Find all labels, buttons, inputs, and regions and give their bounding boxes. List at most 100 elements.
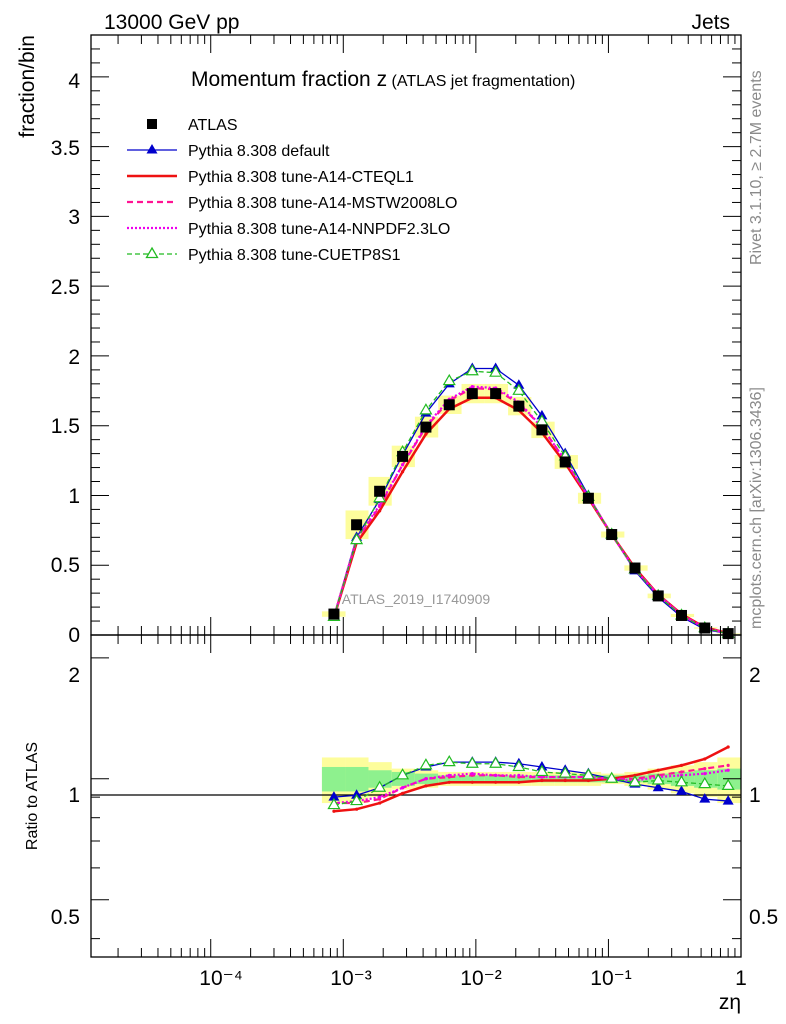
- ratio-marker: [350, 793, 364, 806]
- ratio-point: [447, 780, 451, 784]
- ratio-point: [424, 777, 428, 781]
- ratio-point: [400, 786, 405, 790]
- ratio-point: [726, 768, 730, 772]
- ratio-point: [703, 767, 707, 771]
- series-point: [378, 509, 382, 513]
- legend: ATLAS Pythia 8.308 default Pythia 8.308 …: [127, 117, 457, 264]
- ratio-band-inner: [531, 775, 555, 783]
- ratio-marker: [419, 758, 433, 770]
- legend-marker-cuetp8s1: [145, 246, 159, 259]
- chart-title: Momentum fraction z (ATLAS jet fragmenta…: [191, 68, 575, 91]
- data-point: [374, 485, 386, 497]
- data-point: [443, 399, 455, 411]
- legend-label: ATLAS: [188, 117, 238, 134]
- ratio-marker: [652, 781, 664, 792]
- y-tick-label-bottom-left: 0.5: [51, 906, 80, 929]
- ratio-marker: [373, 780, 387, 792]
- ratio-band-inner: [368, 770, 392, 788]
- ratio-line: [333, 745, 729, 813]
- legend-label: Pythia 8.308 tune-CUETP8S1: [188, 247, 401, 264]
- axis-ticks: [91, 35, 742, 957]
- x-tick-label: 1: [735, 967, 747, 990]
- ratio-marker: [698, 776, 712, 789]
- ratio-point: [424, 784, 428, 788]
- ratio-marker: [558, 766, 572, 778]
- legend-label: Pythia 8.308 default: [188, 143, 330, 160]
- x-tick-label: 10⁻³: [330, 967, 371, 990]
- series-marker: [350, 532, 364, 545]
- series-marker: [512, 383, 526, 395]
- data-point: [629, 562, 641, 574]
- ratio-line: [333, 769, 729, 805]
- ratio-point: [517, 773, 521, 777]
- ratio-marker: [722, 795, 734, 805]
- chart-title-main: Momentum fraction z: [191, 68, 387, 91]
- data-point: [490, 388, 502, 400]
- series-marker: [373, 491, 387, 503]
- ratio-marker: [721, 778, 735, 790]
- series-point: [400, 463, 405, 467]
- ratio-marker: [327, 797, 341, 810]
- ratio-band-inner: [438, 775, 462, 783]
- header-right: Jets: [691, 11, 730, 34]
- side-label-rivet: Rivet 3.1.10, ≥ 2.7M events: [748, 70, 765, 265]
- y-axis-label-top: fraction/bin: [16, 35, 39, 138]
- ratio-point: [332, 809, 336, 813]
- ratio-point: [494, 780, 498, 784]
- y-tick-label-top: 3.5: [51, 137, 80, 160]
- ratio-band-inner: [345, 766, 369, 792]
- series-marker: [419, 403, 433, 415]
- y-tick-label-top: 0.5: [51, 554, 80, 577]
- ratio-marker: [628, 775, 642, 787]
- legend-label: Pythia 8.308 tune-A14-MSTW2008LO: [188, 195, 457, 212]
- ratio-marker: [651, 773, 665, 785]
- side-label-mcplots: mcplots.cern.ch [arXiv:1306.3436]: [748, 387, 765, 629]
- ratio-marker: [605, 771, 619, 783]
- ratio-band-inner: [554, 775, 578, 783]
- ratio-point: [679, 770, 684, 774]
- chart-title-sub: (ATLAS jet fragmentation): [392, 73, 576, 90]
- ratio-point: [540, 775, 544, 779]
- ratio-band-inner: [484, 775, 509, 783]
- ratio-marker: [489, 756, 503, 768]
- legend-label: Pythia 8.308 tune-A14-NNPDF2.3LO: [188, 221, 450, 238]
- y-tick-labels-top: 0 0.5 1 1.5 2 2.5 3 3.5 4: [51, 70, 81, 647]
- ratio-point: [354, 807, 359, 811]
- legend-marker-default: [146, 144, 158, 154]
- x-axis-label: zη: [719, 991, 741, 1014]
- ratio-marker: [465, 756, 479, 768]
- ratio-marker: [328, 791, 340, 801]
- ratio-marker: [674, 775, 689, 787]
- ratio-point: [378, 795, 382, 799]
- data-point: [606, 529, 618, 541]
- ratio-point: [494, 773, 498, 777]
- data-point: [559, 456, 571, 468]
- ratio-point: [703, 772, 707, 776]
- y-tick-label-bottom-right: 1: [749, 784, 761, 807]
- legend-label: Pythia 8.308 tune-A14-CTEQL1: [188, 169, 414, 186]
- x-tick-label: 10⁻¹: [590, 967, 631, 990]
- ratio-point: [470, 772, 474, 776]
- series-point: [378, 503, 382, 507]
- ratio-marker: [581, 768, 595, 780]
- ratio-point: [540, 778, 544, 783]
- top-panel-series: [327, 362, 735, 640]
- y-tick-label-top: 2.5: [51, 276, 80, 299]
- ratio-point: [378, 801, 382, 805]
- series-marker: [442, 373, 456, 386]
- y-tick-labels-bottom: 0.5 1 2 0.5 1 2: [51, 664, 778, 929]
- ratio-point: [679, 763, 684, 767]
- y-tick-label-top: 1: [68, 485, 80, 508]
- data-point: [652, 590, 664, 602]
- ratio-band-inner: [461, 775, 485, 783]
- ratio-point: [586, 778, 590, 783]
- header-left: 13000 GeV pp: [104, 11, 239, 34]
- ratio-point: [703, 757, 707, 761]
- data-point: [466, 388, 478, 400]
- x-tick-labels: 10⁻⁴ 10⁻³ 10⁻² 10⁻¹ 1: [199, 967, 747, 990]
- series-point: [400, 470, 405, 474]
- legend-marker-atlas: [147, 119, 157, 129]
- ratio-marker: [396, 768, 410, 780]
- series-marker: [465, 364, 479, 376]
